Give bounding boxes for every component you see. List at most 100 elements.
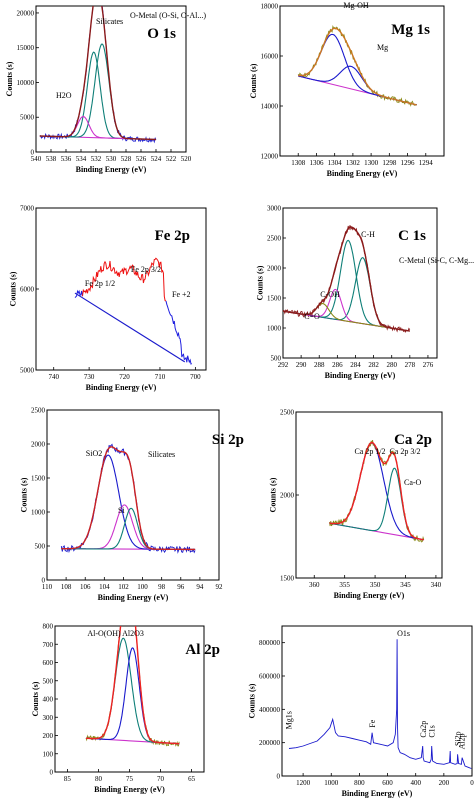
y-tick-label: 300 xyxy=(43,714,54,722)
panel-title: C 1s xyxy=(398,228,426,244)
peak-annotation: Mg xyxy=(377,43,388,52)
fit-envelope-line xyxy=(298,27,417,106)
y-tick-label: 200 xyxy=(43,732,54,740)
peak-annotation: Fe xyxy=(368,719,377,727)
peak-annotation: Mg-OH xyxy=(343,1,369,10)
x-tick-label: 540 xyxy=(31,155,42,163)
y-tick-label: 1000 xyxy=(31,509,46,517)
y-axis-label: Counts (s) xyxy=(247,683,256,718)
y-axis-label: Counts (s) xyxy=(20,477,29,512)
panel-ca2p: 360 355 350 345 340 1500 2000 2500 Binding Energ… xyxy=(269,409,443,600)
fit-envelope-line xyxy=(39,6,156,141)
panel-c1s: 292 290 288 286 284 282 280 278 276 500 1000 1500 20… xyxy=(256,205,474,381)
fitted-peak-line xyxy=(85,637,180,745)
fit-envelope-line xyxy=(283,226,410,332)
x-tick-label: 528 xyxy=(121,155,132,163)
peak-annotation: Fe 2p 1/2 xyxy=(85,279,115,288)
plot-area xyxy=(297,25,417,107)
y-tick-label: 0 xyxy=(42,577,46,585)
raw-data-line xyxy=(39,6,157,144)
peak-annotation: C-OH xyxy=(320,290,340,299)
x-axis-label: Binding Energy (eV) xyxy=(98,593,169,602)
x-tick-label: 102 xyxy=(118,583,129,591)
peak-annotation: H2O xyxy=(56,91,72,100)
y-tick-label: 12000 xyxy=(261,153,279,161)
x-tick-label: 96 xyxy=(177,583,185,591)
peak-annotation: Fe +2 xyxy=(172,290,191,299)
panel-fe2p: 740 730 720 710 700 5000 6000 7000 Binding Energ… xyxy=(9,205,207,392)
x-tick-label: 526 xyxy=(136,155,147,163)
x-tick-label: 292 xyxy=(278,361,289,369)
y-tick-label: 500 xyxy=(43,677,54,685)
x-tick-label: 1302 xyxy=(346,159,361,167)
y-tick-label: 0 xyxy=(50,769,54,777)
x-tick-label: 520 xyxy=(181,155,192,163)
peak-annotation: Mg1s xyxy=(284,711,293,729)
y-tick-label: 100 xyxy=(43,750,54,758)
x-axis-label: Binding Energy (eV) xyxy=(76,165,147,174)
y-tick-label: 3000 xyxy=(267,205,282,213)
x-tick-label: 92 xyxy=(216,583,224,591)
y-tick-label: 500 xyxy=(35,543,46,551)
x-tick-label: 70 xyxy=(157,775,165,783)
y-tick-label: 20000 xyxy=(17,9,35,17)
x-axis-label: Binding Energy (eV) xyxy=(327,169,398,178)
peak-annotation: C-H xyxy=(361,230,375,239)
x-tick-label: 284 xyxy=(350,361,361,369)
y-tick-label: 400 xyxy=(43,696,54,704)
fitted-peak-line xyxy=(283,288,410,332)
fit-envelope-line xyxy=(82,257,167,302)
raw-data-line xyxy=(165,300,193,365)
peak-annotation: Al2p xyxy=(458,733,467,749)
raw-data-line xyxy=(60,443,196,554)
x-tick-label: 1306 xyxy=(309,159,324,167)
peak-annotation: Si xyxy=(118,506,125,515)
y-tick-label: 16000 xyxy=(261,53,279,61)
peak-annotation: Ca2p xyxy=(419,721,428,738)
y-tick-label: 600000 xyxy=(259,673,281,681)
y-tick-label: 2000 xyxy=(31,441,46,449)
peak-annotation: C-Metal (Si-C, C-Mg...) xyxy=(399,256,474,265)
plot-frame xyxy=(281,625,473,777)
x-tick-label: 355 xyxy=(339,581,350,589)
panel-survey: 1200 1000 800 600 400 200 0 0 200000 400000 600000… xyxy=(247,625,474,798)
y-tick-label: 14000 xyxy=(261,103,279,111)
fitted-peak-line xyxy=(61,454,196,550)
y-tick-label: 200000 xyxy=(259,739,281,747)
x-tick-label: 536 xyxy=(61,155,72,163)
plot-area xyxy=(85,626,180,747)
x-tick-label: 282 xyxy=(368,361,379,369)
x-tick-label: 65 xyxy=(188,775,196,783)
plot-frame xyxy=(282,207,438,359)
panel-o1s: 540 538 536 534 532 530 528 526 524 522 520 0 5000 10… xyxy=(5,5,206,174)
y-axis-label: Counts (s) xyxy=(269,477,278,512)
x-tick-label: 0 xyxy=(470,779,474,787)
y-tick-label: 2500 xyxy=(31,407,46,415)
peak-annotation: Ca-O xyxy=(404,478,422,487)
x-tick-label: 524 xyxy=(151,155,162,163)
y-tick-label: 7000 xyxy=(20,205,35,213)
plot-frame xyxy=(54,625,205,773)
fitted-peak-line xyxy=(298,33,417,106)
x-tick-label: 280 xyxy=(386,361,397,369)
y-tick-label: 2000 xyxy=(280,492,295,500)
x-axis-label: Binding Energy (eV) xyxy=(334,591,405,600)
y-tick-label: 0 xyxy=(277,773,281,781)
x-tick-label: 106 xyxy=(80,583,91,591)
x-tick-label: 200 xyxy=(439,779,450,787)
peak-annotation: C=O xyxy=(304,312,320,321)
y-tick-label: 5000 xyxy=(20,114,35,122)
x-tick-label: 110 xyxy=(42,583,53,591)
plot-frame xyxy=(46,409,220,581)
panel-title: Fe 2p xyxy=(155,228,190,244)
y-tick-label: 600 xyxy=(43,659,54,667)
peak-annotation: Silicates xyxy=(96,17,123,26)
panel-title: Al 2p xyxy=(185,642,220,658)
peak-annotation: Fe 2p 3/2 xyxy=(131,265,161,274)
x-tick-label: 1200 xyxy=(296,779,311,787)
y-tick-label: 2000 xyxy=(267,265,282,273)
x-tick-label: 534 xyxy=(76,155,87,163)
y-tick-label: 1500 xyxy=(280,575,295,583)
y-tick-label: 800000 xyxy=(259,639,281,647)
raw-data-line xyxy=(74,289,83,298)
